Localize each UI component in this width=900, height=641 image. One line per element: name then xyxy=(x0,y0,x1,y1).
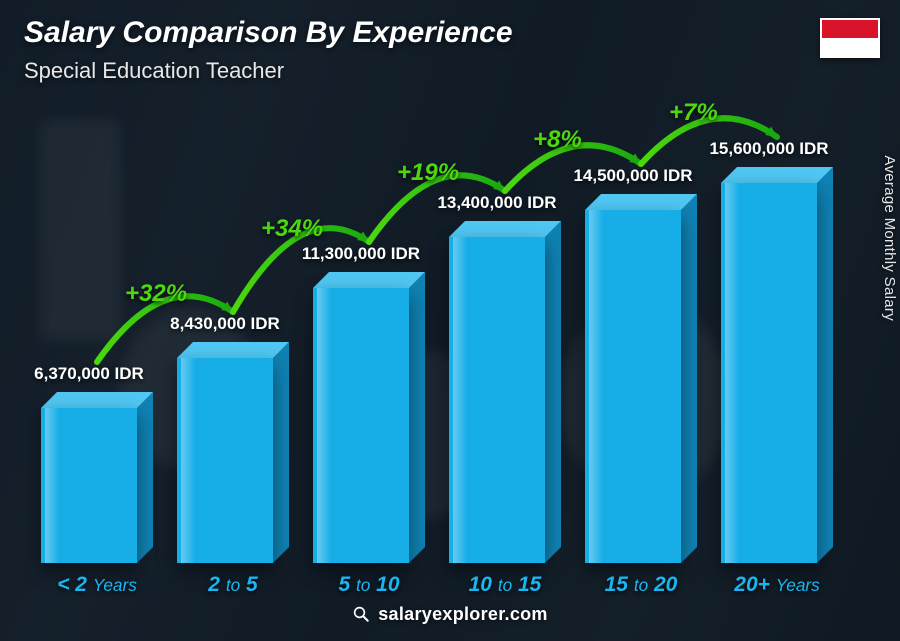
bar-chart: 6,370,000 IDR< 2 Years8,430,000 IDR2 to … xyxy=(0,23,860,563)
increase-pct-label: +8% xyxy=(533,126,582,154)
bar-category-label: 10 to 15 xyxy=(431,573,579,597)
bar-value-label: 14,500,000 IDR xyxy=(567,166,699,186)
increase-pct-label: +32% xyxy=(125,280,187,308)
bar-value-label: 8,430,000 IDR xyxy=(159,314,291,334)
bar-category-label: 5 to 10 xyxy=(295,573,443,597)
bar xyxy=(585,194,697,563)
bar-category-label: 2 to 5 xyxy=(159,573,307,597)
bar-category-label: 15 to 20 xyxy=(567,573,715,597)
bar xyxy=(721,167,833,563)
increase-pct-label: +19% xyxy=(397,159,459,187)
bar xyxy=(449,221,561,563)
chart-stage: Salary Comparison By Experience Special … xyxy=(0,0,900,641)
y-axis-label: Average Monthly Salary xyxy=(882,155,899,321)
bar xyxy=(313,272,425,563)
bar-value-label: 11,300,000 IDR xyxy=(295,244,427,264)
bar xyxy=(177,342,289,563)
bar-value-label: 15,600,000 IDR xyxy=(703,139,835,159)
magnifier-icon xyxy=(352,605,370,623)
bar-category-label: 20+ Years xyxy=(703,573,851,597)
footer: salaryexplorer.com xyxy=(0,604,900,625)
bar-category-label: < 2 Years xyxy=(23,573,171,597)
increase-pct-label: +34% xyxy=(261,215,323,243)
increase-pct-label: +7% xyxy=(669,99,718,127)
bar-value-label: 6,370,000 IDR xyxy=(23,364,155,384)
footer-text: salaryexplorer.com xyxy=(378,604,548,624)
bar-value-label: 13,400,000 IDR xyxy=(431,193,563,213)
bar xyxy=(41,392,153,563)
